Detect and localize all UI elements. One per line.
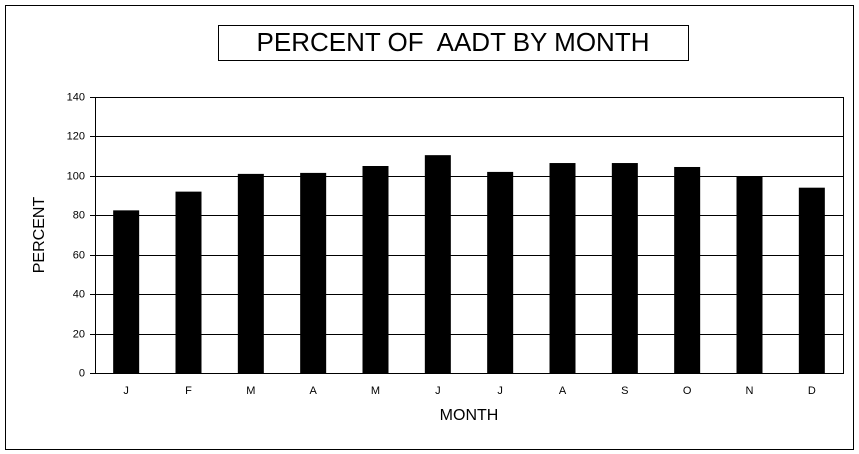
bar — [798, 187, 825, 373]
bar — [113, 210, 140, 373]
y-tick-label: 0 — [79, 367, 85, 379]
x-tick-label: A — [309, 385, 317, 397]
y-tick-label: 100 — [67, 170, 85, 182]
chart-title: PERCENT OF AADT BY MONTH — [257, 27, 650, 57]
bar — [300, 172, 327, 373]
y-tick-label: 20 — [73, 328, 85, 340]
plot-border — [95, 97, 844, 374]
title-box — [218, 25, 689, 61]
bar — [487, 171, 514, 373]
y-tick-label: 40 — [73, 288, 85, 300]
bar — [674, 166, 701, 373]
y-axis-label: PERCENT — [31, 197, 48, 274]
x-tick-label: O — [683, 385, 692, 397]
y-tick-label: 140 — [67, 91, 85, 103]
y-tick-label: 80 — [73, 209, 85, 221]
x-tick-label: M — [246, 385, 255, 397]
chart-border — [5, 5, 854, 450]
y-tick-label: 120 — [67, 130, 85, 142]
x-axis-label: MONTH — [440, 407, 499, 424]
y-tick-label: 60 — [73, 249, 85, 261]
bar — [237, 173, 264, 373]
x-tick-label: D — [808, 385, 816, 397]
x-tick-label: J — [123, 385, 129, 397]
bar — [736, 176, 763, 373]
bar — [362, 166, 389, 373]
bar — [175, 191, 202, 373]
x-tick-label: M — [371, 385, 380, 397]
bar — [549, 163, 576, 373]
x-tick-label: N — [746, 385, 754, 397]
x-tick-label: A — [559, 385, 567, 397]
x-tick-label: S — [621, 385, 628, 397]
x-tick-label: J — [435, 385, 441, 397]
x-tick-label: F — [185, 385, 192, 397]
bar — [611, 163, 638, 373]
x-tick-label: J — [497, 385, 503, 397]
bar — [424, 155, 451, 373]
